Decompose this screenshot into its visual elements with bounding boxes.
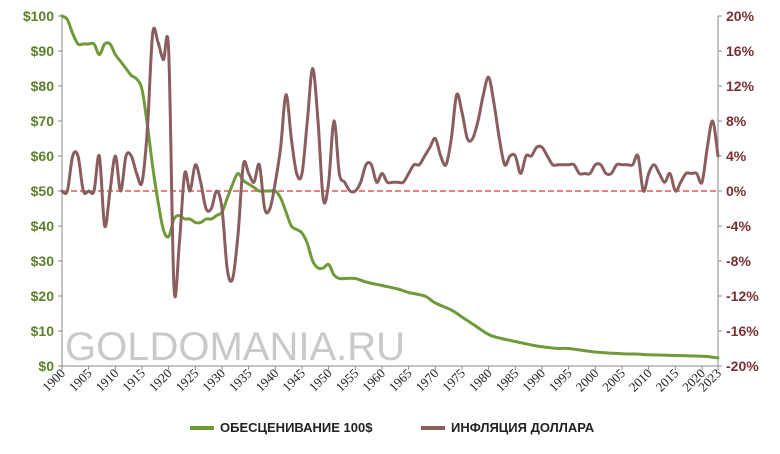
x-tick-label: 1910	[92, 366, 121, 395]
x-tick-label: 1955	[332, 366, 361, 395]
y-right-tick-label: -8%	[726, 253, 751, 269]
x-tick-label: 1995	[546, 366, 575, 395]
x-tick-label: 2015	[652, 366, 681, 395]
y-right-tick-label: 16%	[726, 43, 755, 59]
series-line-dollar-devaluation	[60, 14, 720, 360]
y-right-tick-label: 0%	[726, 183, 747, 199]
x-tick-label: 1925	[172, 366, 201, 395]
watermark: GOLDOMANIA.RU	[65, 325, 405, 369]
x-tick-label: 1960	[359, 366, 388, 395]
y-right-tick-label: 4%	[726, 148, 747, 164]
x-tick-label: 1950	[306, 366, 335, 395]
y-left-tick-label: $40	[31, 218, 55, 234]
x-tick-label: 1940	[252, 366, 281, 395]
x-tick-label: 1990	[519, 366, 548, 395]
y-left-tick-label: $10	[31, 323, 55, 339]
y-right-tick-label: -20%	[726, 358, 759, 374]
y-left-tick-label: $90	[31, 43, 55, 59]
x-tick-label: 1965	[386, 366, 415, 395]
legend-label: ИНФЛЯЦИЯ ДОЛЛАРА	[451, 420, 595, 435]
y-right-tick-label: 12%	[726, 78, 755, 94]
y-left-tick-label: $30	[31, 253, 55, 269]
x-tick-label: 1935	[226, 366, 255, 395]
y-left-tick-label: $0	[38, 358, 54, 374]
series-line-dollar-inflation	[60, 26, 720, 299]
x-tick-label: 1905	[66, 366, 95, 395]
x-tick-label: 1975	[439, 366, 468, 395]
y-left-tick-label: $100	[23, 8, 54, 24]
x-tick-label: 2005	[599, 366, 628, 395]
series-layer	[60, 14, 720, 360]
x-tick-label: 1970	[412, 366, 441, 395]
y-right-tick-label: 20%	[726, 8, 755, 24]
y-left-tick-label: $60	[31, 148, 55, 164]
y-left-tick-label: $20	[31, 288, 55, 304]
x-tick-label: 1985	[492, 366, 521, 395]
y-right-tick-label: -4%	[726, 218, 751, 234]
y-right-tick-label: 8%	[726, 113, 747, 129]
x-tick-label: 1980	[466, 366, 495, 395]
x-tick-label: 2010	[626, 366, 655, 395]
x-tick-label: 2000	[572, 366, 601, 395]
x-tick-label: 1945	[279, 366, 308, 395]
x-tick-label: 1930	[199, 366, 228, 395]
x-tick-label: 1920	[146, 366, 175, 395]
legend: ОБЕСЦЕНИВАНИЕ 100$ ИНФЛЯЦИЯ ДОЛЛАРА	[190, 420, 595, 435]
y-right-tick-label: -12%	[726, 288, 759, 304]
legend-label: ОБЕСЦЕНИВАНИЕ 100$	[220, 420, 373, 435]
y-left-tick-label: $70	[31, 113, 55, 129]
y-right-tick-label: -16%	[726, 323, 759, 339]
watermark-layer: GOLDOMANIA.RU	[65, 325, 405, 369]
y-left-tick-label: $50	[31, 183, 55, 199]
x-tick-label: 1915	[119, 366, 148, 395]
y-left-tick-label: $80	[31, 78, 55, 94]
